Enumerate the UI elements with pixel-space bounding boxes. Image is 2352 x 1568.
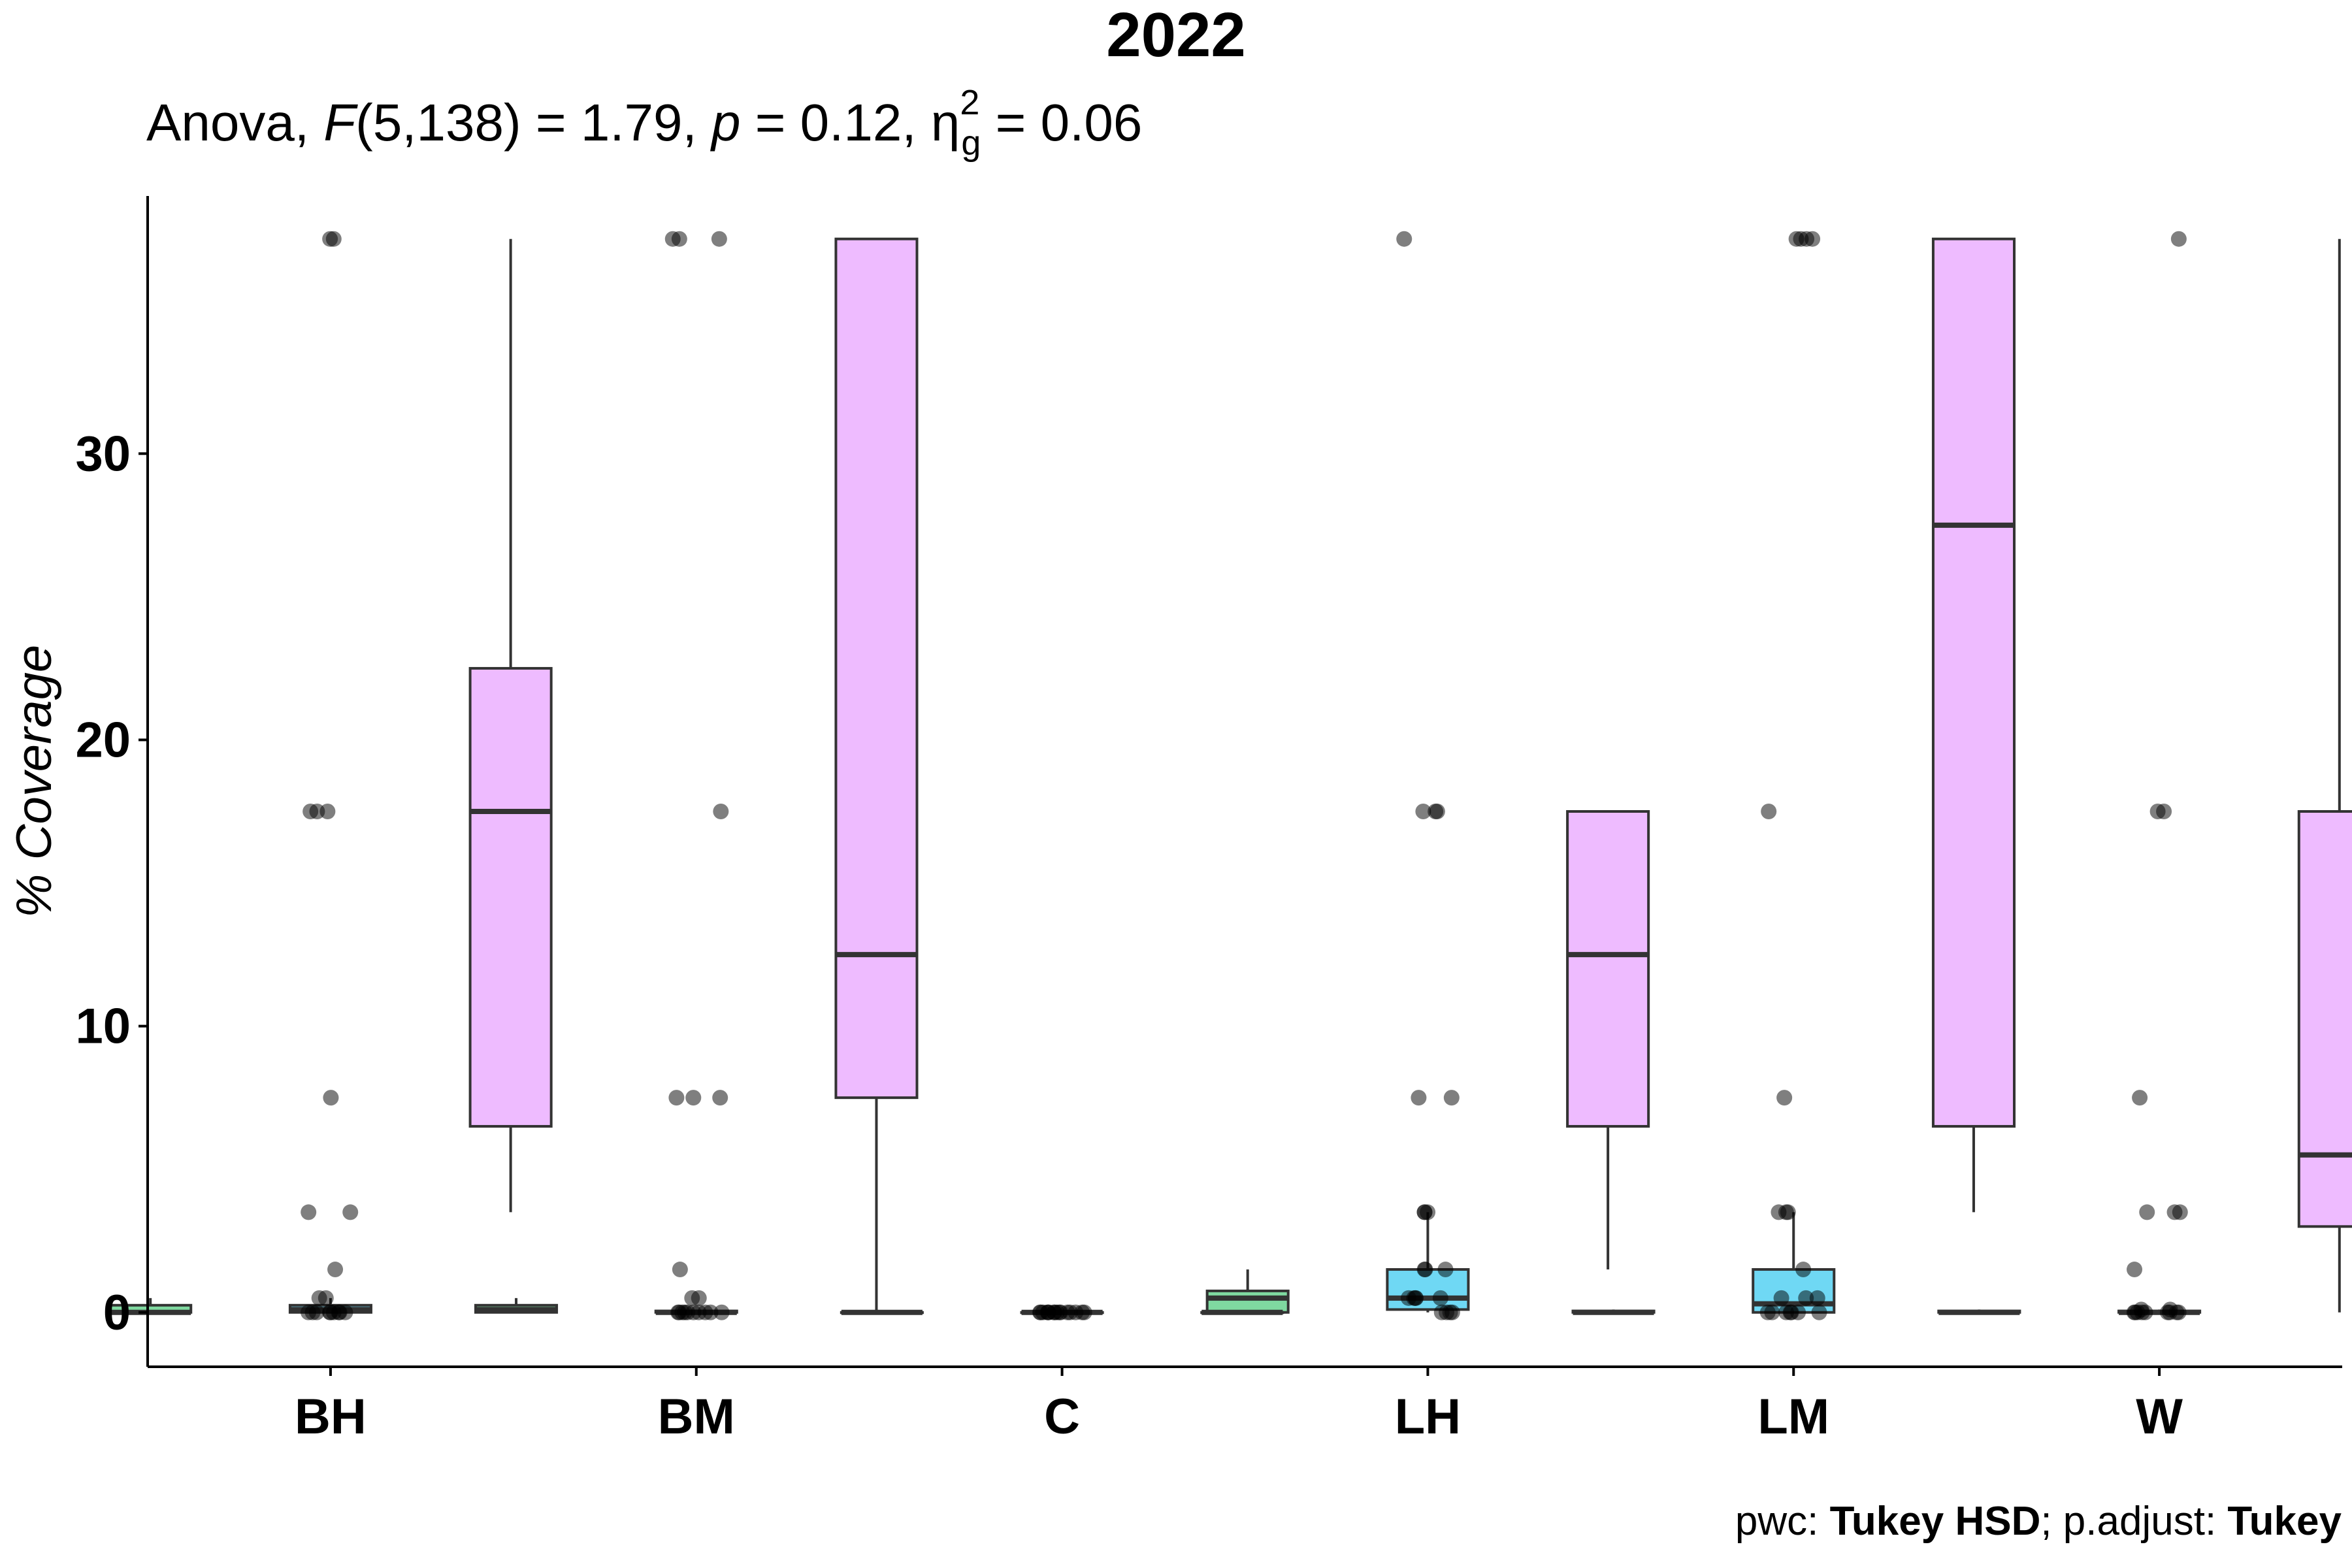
data-point bbox=[327, 1262, 344, 1278]
data-point bbox=[1428, 804, 1444, 820]
data-point bbox=[664, 231, 681, 247]
data-point bbox=[321, 1304, 338, 1320]
caption-pwc-label: pwc: bbox=[1735, 1499, 1819, 1544]
data-point bbox=[713, 804, 729, 820]
chart-caption: pwc: Tukey HSD; p.adjust: Tukey bbox=[1735, 1501, 2342, 1542]
data-point bbox=[713, 1304, 730, 1320]
y-tick-label: 30 bbox=[75, 426, 131, 482]
box-body bbox=[1931, 237, 2016, 1128]
data-point bbox=[1396, 231, 1413, 247]
data-point bbox=[1443, 1090, 1460, 1106]
data-point bbox=[1809, 1290, 1825, 1306]
data-point bbox=[1416, 1204, 1433, 1220]
data-point bbox=[1416, 1262, 1433, 1278]
data-point bbox=[712, 1090, 728, 1106]
data-point bbox=[2168, 1304, 2185, 1320]
data-point bbox=[304, 1304, 321, 1320]
data-point bbox=[1411, 1090, 1427, 1106]
data-point bbox=[691, 1304, 707, 1320]
data-point bbox=[1811, 1304, 1827, 1320]
data-point bbox=[1408, 1290, 1424, 1306]
data-point bbox=[1437, 1262, 1454, 1278]
y-tick-label: 20 bbox=[75, 712, 131, 768]
data-point bbox=[323, 1090, 339, 1106]
data-point bbox=[1776, 1090, 1793, 1106]
data-point bbox=[2149, 804, 2166, 820]
subtitle-eta: η bbox=[930, 93, 960, 152]
x-tick-label: C bbox=[1044, 1389, 1080, 1445]
subtitle-p-label: p bbox=[711, 93, 741, 152]
box-body bbox=[1205, 1289, 1290, 1314]
data-point bbox=[1798, 1290, 1814, 1306]
data-point bbox=[319, 804, 336, 820]
data-point bbox=[1783, 1304, 1799, 1320]
data-point bbox=[668, 1090, 685, 1106]
data-point bbox=[2139, 1204, 2155, 1220]
subtitle-eta-sup: 2 bbox=[960, 83, 980, 122]
x-tick-label: LH bbox=[1395, 1389, 1461, 1445]
data-point bbox=[1780, 1204, 1796, 1220]
box-body bbox=[2297, 810, 2352, 1228]
subtitle-prefix: Anova, bbox=[146, 93, 310, 152]
x-tick-label: W bbox=[2136, 1389, 2183, 1445]
data-point bbox=[1761, 804, 1777, 820]
data-point bbox=[1795, 1262, 1812, 1278]
subtitle-eta-value: = 0.06 bbox=[995, 93, 1143, 152]
data-point bbox=[2170, 231, 2187, 247]
data-point bbox=[691, 1290, 707, 1306]
caption-pwc-value: Tukey HSD bbox=[1829, 1499, 2041, 1544]
data-point bbox=[342, 1204, 359, 1220]
data-point bbox=[325, 231, 342, 247]
caption-separator: ; p.adjust: bbox=[2040, 1499, 2217, 1544]
data-point bbox=[702, 1304, 719, 1320]
chart-subtitle: Anova, F(5,138) = 1.79, p = 0.12, η2g = … bbox=[146, 85, 1142, 161]
y-tick-label: 10 bbox=[75, 999, 131, 1054]
box-body bbox=[468, 666, 553, 1128]
data-point bbox=[1032, 1304, 1049, 1320]
box-body bbox=[834, 237, 919, 1100]
caption-adjust-value: Tukey bbox=[2227, 1499, 2342, 1544]
data-point bbox=[711, 231, 727, 247]
x-tick-label: BH bbox=[295, 1389, 367, 1445]
data-point bbox=[301, 1204, 317, 1220]
data-point bbox=[1773, 1290, 1789, 1306]
subtitle-f-value: = 1.79, bbox=[535, 93, 697, 152]
data-point bbox=[670, 1304, 687, 1320]
x-tick-label: LM bbox=[1757, 1389, 1829, 1445]
data-point bbox=[1432, 1290, 1448, 1306]
data-point bbox=[1442, 1304, 1458, 1320]
data-point bbox=[2172, 1204, 2188, 1220]
data-point bbox=[672, 1262, 688, 1278]
data-point bbox=[1764, 1304, 1780, 1320]
data-point bbox=[2132, 1090, 2148, 1106]
y-tick-label: 0 bbox=[103, 1285, 131, 1341]
box-body bbox=[1566, 810, 1650, 1128]
data-point bbox=[685, 1090, 702, 1106]
chart-title: 2022 bbox=[1106, 0, 1246, 70]
subtitle-p-value: = 0.12, bbox=[755, 93, 917, 152]
data-point bbox=[1051, 1304, 1068, 1320]
data-point bbox=[1788, 231, 1805, 247]
subtitle-stat: F bbox=[323, 93, 356, 152]
data-point bbox=[2127, 1262, 2143, 1278]
data-point bbox=[311, 1290, 327, 1306]
subtitle-df: (5,138) bbox=[355, 93, 521, 152]
y-axis-label: % Coverage bbox=[7, 645, 62, 918]
subtitle-eta-sub: g bbox=[961, 123, 981, 163]
data-point bbox=[2126, 1304, 2142, 1320]
x-tick-label: BM bbox=[658, 1389, 735, 1445]
data-point bbox=[1415, 804, 1431, 820]
